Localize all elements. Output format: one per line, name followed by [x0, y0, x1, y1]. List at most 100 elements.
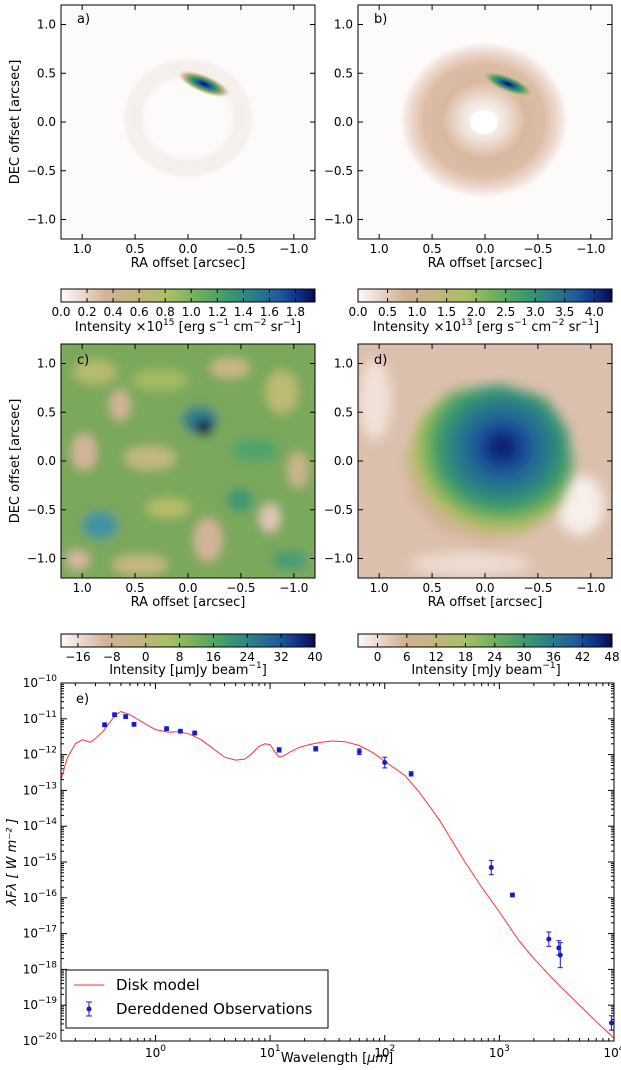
image-panel-axes: 1.0 1.0 0.5 0.5 0.0 0.0 −0.5 −0.5 −1.0 −1.0 RA off…: [8, 5, 612, 610]
y-axis-label: DEC offset [arcsec]: [8, 60, 23, 185]
x-tick-label: 0.0: [178, 242, 197, 256]
disk-bright-arc: [177, 70, 231, 98]
colorbar-d-label: Intensity [mJy beam−1]: [411, 661, 560, 678]
colorbar-tick-label: 18: [458, 650, 473, 664]
data-marker: [131, 721, 137, 727]
x-axis-label: RA offset [arcsec]: [428, 595, 543, 610]
colorbar-ticks: 0.0 0.2 0.4 0.6 0.8 1.0 1.2 1.4 1.6 1.8 0.0 0.5 1.0 1…: [51, 289, 620, 664]
colorbar-tick-label: 36: [546, 650, 561, 664]
colorbar-tick-label: 1.5: [437, 305, 456, 319]
y-tick-label: 10−16: [23, 889, 58, 905]
x-tick-label: 0.5: [423, 242, 442, 256]
disk-center: [470, 110, 498, 134]
x-tick-label: −1.0: [279, 581, 308, 595]
observation-point: [164, 726, 170, 732]
colorbar-tick-label: 40: [307, 650, 322, 664]
x-tick-label: 101: [260, 1044, 281, 1060]
data-marker: [356, 749, 362, 755]
x-tick-label: 0.0: [475, 581, 494, 595]
x-tick-label: −1.0: [279, 242, 308, 256]
y-tick-label: −0.5: [324, 503, 353, 517]
colorbar-tick-label: 42: [575, 650, 590, 664]
disk-bright-arc: [479, 70, 537, 98]
colorbar-tick-label: 12: [429, 650, 444, 664]
legend-obs-label: Dereddened Observations: [116, 1000, 312, 1018]
panel-a: a): [60, 4, 316, 240]
panel-b: b): [357, 4, 613, 240]
source-emission: [404, 384, 574, 542]
y-tick-label: 10−19: [23, 996, 58, 1012]
y-tick-label: 10−13: [23, 781, 57, 797]
panel-c-label: c): [77, 353, 89, 368]
y-tick-label: −0.5: [27, 503, 56, 517]
panel-e-label: e): [76, 692, 89, 707]
x-tick-label: 104: [603, 1044, 621, 1060]
y-tick-label: 0.0: [37, 115, 56, 129]
data-marker: [164, 726, 170, 732]
x-tick-label: 100: [145, 1044, 166, 1060]
colorbar-tick-label: 8: [176, 650, 184, 664]
colorbar-tick-label: 0.5: [378, 305, 397, 319]
colorbar-tick-label: 1.2: [208, 305, 227, 319]
colorbar-tick-label: 0: [142, 650, 150, 664]
y-tick-label: 10−12: [23, 746, 57, 762]
colorbar-tick-label: 16: [206, 650, 221, 664]
y-tick-label: −0.5: [324, 164, 353, 178]
y-tick-label: −1.0: [324, 213, 353, 227]
observation-point: [546, 931, 552, 947]
x-tick-label: 102: [374, 1044, 395, 1060]
observation-point: [408, 771, 414, 777]
colorbar-tick-label: −16: [65, 650, 90, 664]
colorbar-tick-label: 1.4: [234, 305, 253, 319]
data-marker: [546, 936, 552, 942]
observation-points: [102, 712, 614, 1031]
x-axis-label: RA offset [arcsec]: [428, 256, 543, 271]
colorbar-tick-label: 0.0: [51, 305, 70, 319]
colorbar-b-label: Intensity ×1013 [erg s−1 cm−2 sr−1]: [373, 318, 599, 335]
panel-e: 100 101 102 103 104 10−10 10−11 10−12 10−13 10−14…: [5, 674, 621, 1066]
colorbar-tick-label: 0.8: [156, 305, 175, 319]
x-axis-label: RA offset [arcsec]: [131, 256, 246, 271]
data-marker: [102, 722, 108, 728]
panel-b-label: b): [374, 12, 387, 27]
panel-a-axes: 1.0 1.0 0.5 0.5 0.0 0.0 −0.5 −0.5 −1.0 −1.0 RA off…: [8, 5, 315, 271]
colorbar-a-ticks: 0.0 0.2 0.4 0.6 0.8 1.0 1.2 1.4 1.6 1.8: [51, 289, 305, 319]
observation-point: [509, 892, 515, 898]
panel-b-axes: 1.0 1.0 0.5 0.5 0.0 0.0 −0.5 −0.5 −1.0 −1.0 RA off…: [324, 5, 612, 271]
y-tick-label: 1.0: [334, 18, 353, 32]
data-marker: [177, 728, 183, 734]
x-tick-label: −0.5: [523, 242, 552, 256]
colorbar-a-bar: [60, 288, 316, 303]
y-tick-label: 0.5: [334, 405, 353, 419]
observation-point: [356, 748, 362, 756]
x-tick-label: −1.0: [576, 242, 605, 256]
y-tick-label: 0.0: [37, 454, 56, 468]
y-tick-label: 10−11: [23, 710, 57, 726]
colorbar-tick-label: 24: [240, 650, 255, 664]
y-tick-label: 0.5: [334, 66, 353, 80]
x-tick-label: 1.0: [73, 242, 92, 256]
y-tick-label: 10−20: [23, 1032, 58, 1048]
y-tick-label: 0.5: [37, 66, 56, 80]
data-marker: [488, 865, 494, 871]
data-marker: [382, 760, 388, 766]
colorbar-tick-label: 1.8: [286, 305, 305, 319]
y-tick-label: 1.0: [334, 357, 353, 371]
y-tick-label: −0.5: [27, 164, 56, 178]
colorbar-tick-label: 0.0: [348, 305, 367, 319]
x-tick-label: 1.0: [370, 581, 389, 595]
colorbar-b: Intensity ×1013 [erg s−1 cm−2 sr−1]: [357, 288, 613, 335]
colorbar-tick-label: 2.5: [496, 305, 515, 319]
x-tick-label: 0.5: [126, 581, 145, 595]
y-tick-label: 1.0: [37, 18, 56, 32]
data-marker: [192, 730, 198, 736]
sed-frame: [60, 682, 615, 1042]
x-axis-label: RA offset [arcsec]: [131, 595, 246, 610]
y-tick-label: −1.0: [27, 213, 56, 227]
colorbar-tick-label: 1.6: [260, 305, 279, 319]
observation-point: [488, 859, 494, 876]
colorbar-d-bar: [357, 633, 613, 648]
colorbar-a-label: Intensity ×1015 [erg s−1 cm−2 sr−1]: [75, 318, 301, 335]
colorbar-tick-label: 6: [403, 650, 411, 664]
